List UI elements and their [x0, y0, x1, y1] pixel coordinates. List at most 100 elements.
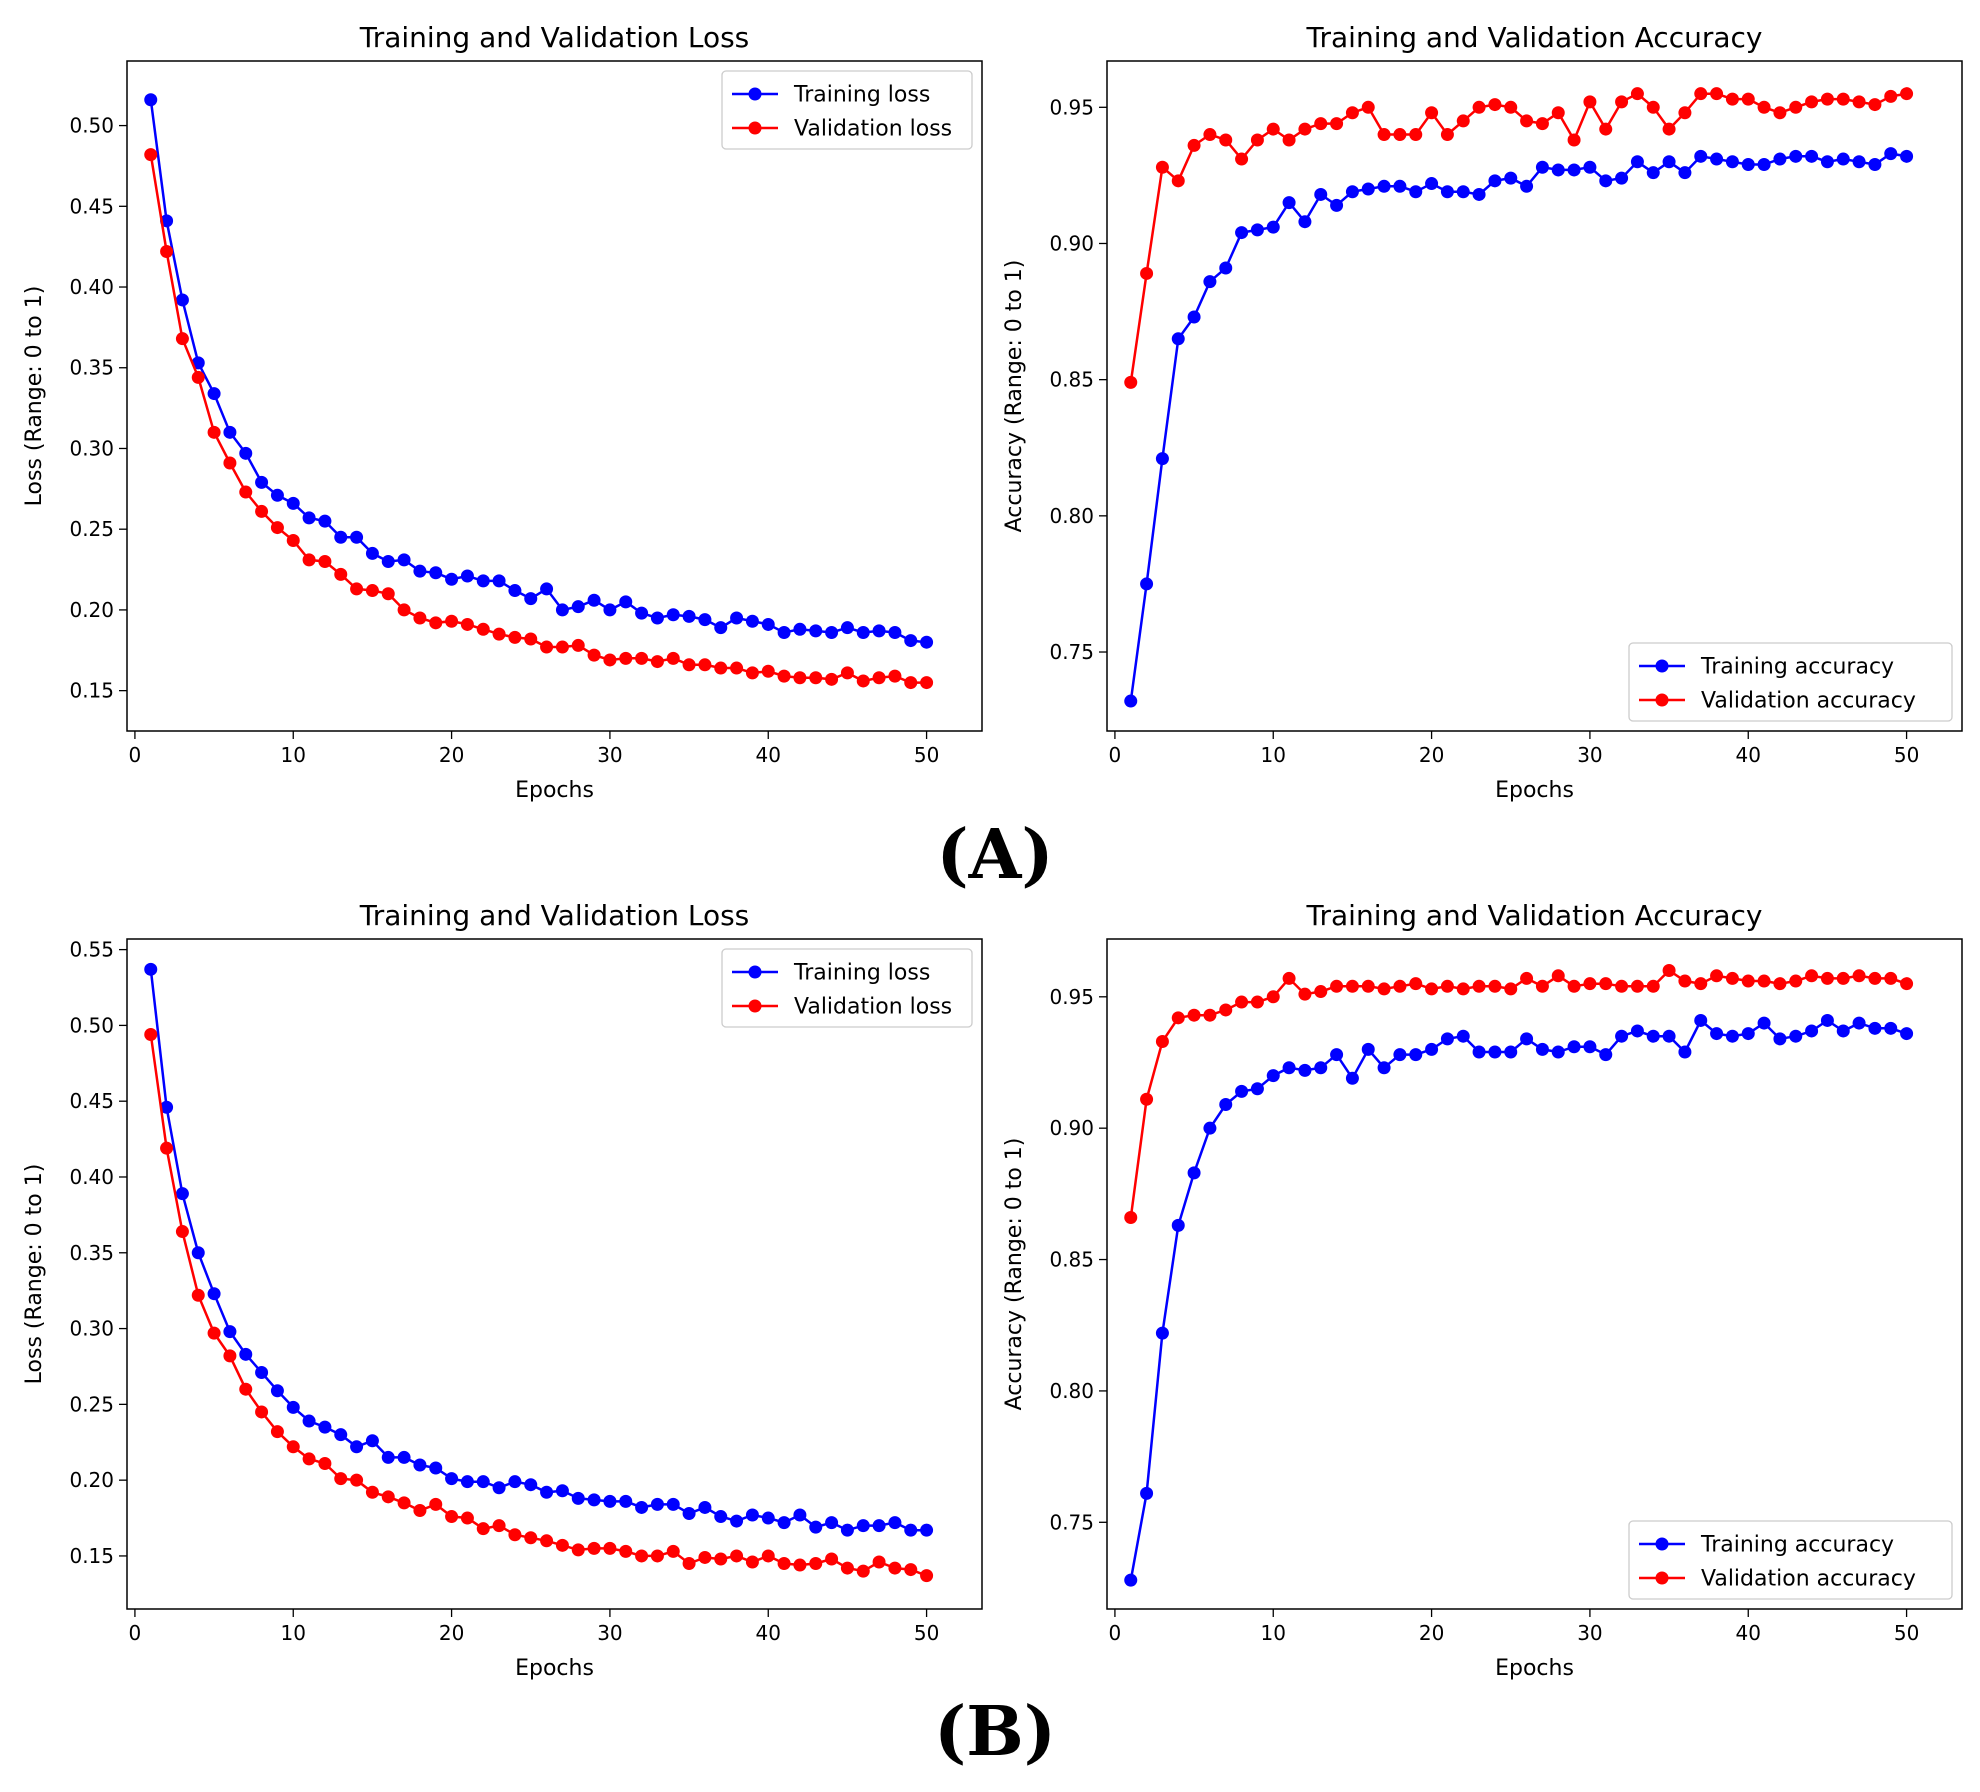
data-point [1140, 1092, 1154, 1106]
data-point [1266, 122, 1280, 136]
data-point [160, 245, 174, 259]
series-line [1129, 92, 1907, 383]
data-point [1377, 179, 1391, 193]
data-point [365, 1434, 379, 1448]
data-point [255, 1405, 269, 1419]
data-point [1820, 92, 1834, 106]
data-point [492, 1481, 506, 1495]
data-point [730, 1514, 744, 1528]
chart-title: Training and Validation Accuracy [1306, 899, 1763, 932]
data-point [255, 1366, 269, 1380]
data-point [1361, 100, 1375, 114]
data-point [1805, 1024, 1819, 1038]
legend-label: Training loss [793, 961, 930, 986]
y-tick-label: 0.95 [1049, 985, 1094, 1009]
data-point [1266, 1069, 1280, 1083]
y-tick-label: 0.20 [69, 598, 114, 622]
data-point [397, 1496, 411, 1510]
data-point [635, 651, 649, 665]
data-point [160, 1141, 174, 1155]
data-point [1330, 198, 1344, 212]
series-training-accuracy [1124, 147, 1914, 708]
data-point [1409, 185, 1423, 199]
data-point [191, 1288, 205, 1302]
chart-title: Training and Validation Loss [359, 899, 750, 932]
data-point [856, 1519, 870, 1533]
data-point [856, 1564, 870, 1578]
data-point [1868, 1021, 1882, 1035]
data-point [745, 614, 759, 628]
data-point [1535, 160, 1549, 174]
y-tick-label: 0.90 [1049, 231, 1094, 255]
data-point [555, 603, 569, 617]
data-point [429, 566, 443, 580]
data-point [1725, 92, 1739, 106]
data-point [286, 1440, 300, 1454]
data-point [1155, 452, 1169, 466]
data-point [587, 1541, 601, 1555]
data-point [365, 546, 379, 560]
data-point [1520, 1032, 1534, 1046]
legend-marker [748, 87, 762, 101]
y-tick-label: 0.80 [1049, 504, 1094, 528]
legend-marker [748, 999, 762, 1013]
data-point [1678, 974, 1692, 988]
data-point [524, 592, 538, 606]
x-tick-label: 10 [281, 743, 306, 767]
x-tick-label: 50 [914, 743, 939, 767]
data-point [920, 1569, 934, 1583]
panel-label-a: (A) [936, 815, 1053, 895]
x-tick-label: 0 [1109, 743, 1122, 767]
data-point [1710, 969, 1724, 983]
data-point [1884, 147, 1898, 161]
data-point [1757, 157, 1771, 171]
data-point [413, 1503, 427, 1517]
x-axis-label: Epochs [515, 1656, 594, 1681]
data-point [1440, 128, 1454, 142]
data-point [1551, 969, 1565, 983]
data-point [1820, 155, 1834, 169]
data-point [856, 626, 870, 640]
y-tick-label: 0.35 [69, 1241, 114, 1265]
data-point [587, 648, 601, 662]
data-point [840, 1523, 854, 1537]
y-tick-label: 0.40 [69, 1165, 114, 1189]
data-point [1836, 1024, 1850, 1038]
data-point [904, 1563, 918, 1577]
legend: Training accuracy Validation accuracy [1628, 1520, 1953, 1600]
data-point [761, 617, 775, 631]
data-point [888, 669, 902, 683]
data-point [1520, 179, 1534, 193]
data-point [619, 595, 633, 609]
data-point [160, 1100, 174, 1114]
data-point [1361, 1042, 1375, 1056]
x-tick-label: 20 [439, 743, 464, 767]
x-tick-label: 50 [914, 1621, 939, 1645]
data-point [1219, 1003, 1233, 1017]
data-point [1630, 979, 1644, 993]
data-point [1235, 995, 1249, 1009]
data-point [1377, 1061, 1391, 1075]
data-point [1171, 332, 1185, 346]
legend-marker [748, 965, 762, 979]
data-point [302, 1414, 316, 1428]
legend-label: Validation accuracy [1701, 689, 1916, 714]
data-point [1488, 1045, 1502, 1059]
x-tick-label: 0 [129, 1621, 142, 1645]
data-point [350, 530, 364, 544]
data-point [571, 1543, 585, 1557]
data-point [1155, 160, 1169, 174]
data-point [761, 664, 775, 678]
data-point [1219, 261, 1233, 275]
data-point [175, 1187, 189, 1201]
data-point [635, 1549, 649, 1563]
data-point [1361, 979, 1375, 993]
data-point [904, 634, 918, 648]
data-point [1393, 128, 1407, 142]
y-tick-label: 0.85 [1049, 1248, 1094, 1272]
data-point [1567, 163, 1581, 177]
data-point [540, 582, 554, 596]
x-tick-label: 10 [1261, 743, 1286, 767]
data-point [318, 1456, 332, 1470]
